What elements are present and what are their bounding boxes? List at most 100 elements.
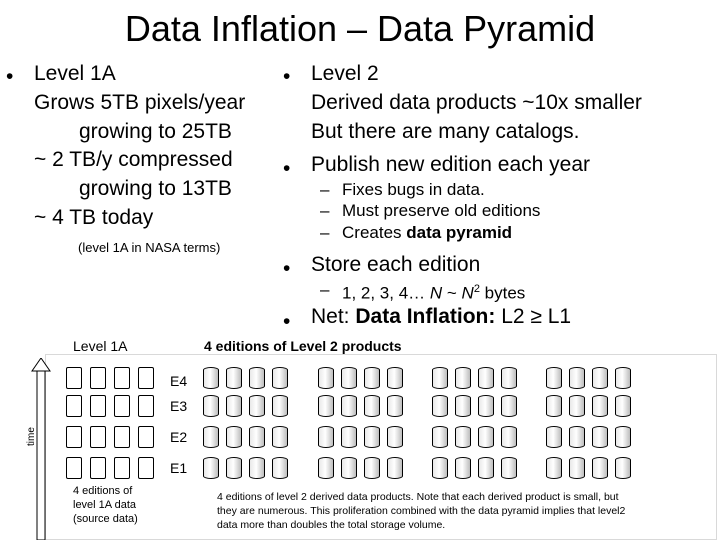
level2-product-cylinder <box>226 457 242 479</box>
level2-product-cylinder <box>272 395 288 417</box>
time-label: time <box>26 427 37 446</box>
level1a-line: growing to 25TB <box>79 120 232 143</box>
page-title: Data Inflation – Data Pyramid <box>124 8 596 49</box>
dash: – <box>320 201 330 220</box>
level1a-edition-block <box>66 426 82 448</box>
net-bullet: Net: Data Inflation: L2 ≥ L1 <box>311 302 571 331</box>
level2-product-cylinder <box>387 457 403 479</box>
level1a-line: growing to 13TB <box>79 177 232 200</box>
diagram-footnote: 4 editions of level 2 derived data produ… <box>217 491 626 531</box>
level2-product-cylinder <box>364 457 380 479</box>
level2-product-cylinder <box>341 367 357 389</box>
level1a-edition-block <box>66 395 82 417</box>
level2-product-cylinder <box>364 426 380 448</box>
dash: – <box>320 223 330 242</box>
level2-product-cylinder <box>501 457 517 479</box>
level2-product-cylinder <box>364 395 380 417</box>
level1a-edition-block <box>138 395 154 417</box>
level2-product-cylinder <box>226 367 242 389</box>
level2-product-cylinder <box>501 367 517 389</box>
level2-product-cylinder <box>226 426 242 448</box>
level2-product-cylinder <box>478 426 494 448</box>
level2-product-cylinder <box>478 457 494 479</box>
time-arrow-icon <box>31 358 51 540</box>
level2-product-cylinder <box>226 395 242 417</box>
level2-product-cylinder <box>455 457 471 479</box>
publish-sub-creates: Creates data pyramid <box>342 222 512 243</box>
level1a-edition-block <box>114 395 130 417</box>
level1a-edition-block <box>66 367 82 389</box>
level2-product-cylinder <box>341 426 357 448</box>
level2-product-cylinder <box>546 426 562 448</box>
level2-product-cylinder <box>387 367 403 389</box>
publish-bullet: Publish new edition each year <box>311 153 591 176</box>
edition-label: E3 <box>170 398 188 414</box>
store-sub-a: 1, 2, 3, 4… <box>342 283 430 303</box>
publish-sub: Fixes bugs in data. <box>342 180 485 199</box>
level2-product-cylinder <box>203 367 219 389</box>
level2-product-cylinder <box>272 457 288 479</box>
level2-product-cylinder <box>501 395 517 417</box>
net-bold: Data Inflation: <box>355 305 496 328</box>
level2-product-cylinder <box>341 457 357 479</box>
bullet-dot: • <box>283 65 291 88</box>
level2-product-cylinder <box>272 426 288 448</box>
level2-line: But there are many catalogs. <box>311 120 580 143</box>
level1a-edition-block <box>114 426 130 448</box>
dash: – <box>320 180 330 199</box>
net-prefix: Net: <box>311 305 356 328</box>
level2-product-cylinder <box>318 457 334 479</box>
level2-product-cylinder <box>478 367 494 389</box>
store-sub-n2: N <box>461 283 474 303</box>
level2-product-cylinder <box>341 395 357 417</box>
dash: – <box>320 280 330 299</box>
level2-product-cylinder <box>272 367 288 389</box>
level2-product-cylinder <box>203 426 219 448</box>
level1a-heading: Level 1A <box>34 62 116 85</box>
level2-product-cylinder <box>455 426 471 448</box>
level2-product-cylinder <box>546 367 562 389</box>
level2-product-cylinder <box>249 367 265 389</box>
level2-product-cylinder <box>478 395 494 417</box>
level2-product-cylinder <box>592 395 608 417</box>
level1a-edition-block <box>66 457 82 479</box>
level2-product-cylinder <box>569 426 585 448</box>
store-sub-mid: ~ <box>442 283 462 303</box>
editions-label: 4 editions of Level 2 products <box>204 338 402 354</box>
level2-product-cylinder <box>387 426 403 448</box>
level2-product-cylinder <box>592 457 608 479</box>
level1a-caption: level 1A data <box>73 499 136 511</box>
level2-product-cylinder <box>432 457 448 479</box>
level2-product-cylinder <box>569 395 585 417</box>
level2-product-cylinder <box>592 367 608 389</box>
level1a-edition-block <box>90 457 106 479</box>
level1a-line: ~ 2 TB/y compressed <box>34 148 233 171</box>
level2-product-cylinder <box>546 457 562 479</box>
level1a-edition-block <box>114 457 130 479</box>
level1a-line: Grows 5TB pixels/year <box>34 91 246 114</box>
level2-product-cylinder <box>318 395 334 417</box>
level2-product-cylinder <box>318 426 334 448</box>
level2-product-cylinder <box>455 367 471 389</box>
level1a-edition-block <box>90 395 106 417</box>
level2-heading: Level 2 <box>311 62 379 85</box>
level2-line: Derived data products ~10x smaller <box>311 91 642 114</box>
level2-product-cylinder <box>249 426 265 448</box>
store-sub: 1, 2, 3, 4… N ~ N2 bytes <box>342 279 525 304</box>
level2-product-cylinder <box>203 395 219 417</box>
bullet-dot: • <box>283 257 291 280</box>
edition-label: E1 <box>170 460 188 476</box>
level2-product-cylinder <box>569 457 585 479</box>
level1a-edition-block <box>114 367 130 389</box>
level2-product-cylinder <box>387 395 403 417</box>
level1a-edition-block <box>90 426 106 448</box>
level2-product-cylinder <box>615 367 631 389</box>
level2-product-cylinder <box>249 457 265 479</box>
level2-product-cylinder <box>546 395 562 417</box>
level2-product-cylinder <box>455 395 471 417</box>
net-suffix: L2 ≥ L1 <box>495 305 572 328</box>
store-sub-exp: 2 <box>473 283 480 295</box>
level1a-edition-block <box>90 367 106 389</box>
level1a-edition-block <box>138 457 154 479</box>
level2-product-cylinder <box>432 426 448 448</box>
